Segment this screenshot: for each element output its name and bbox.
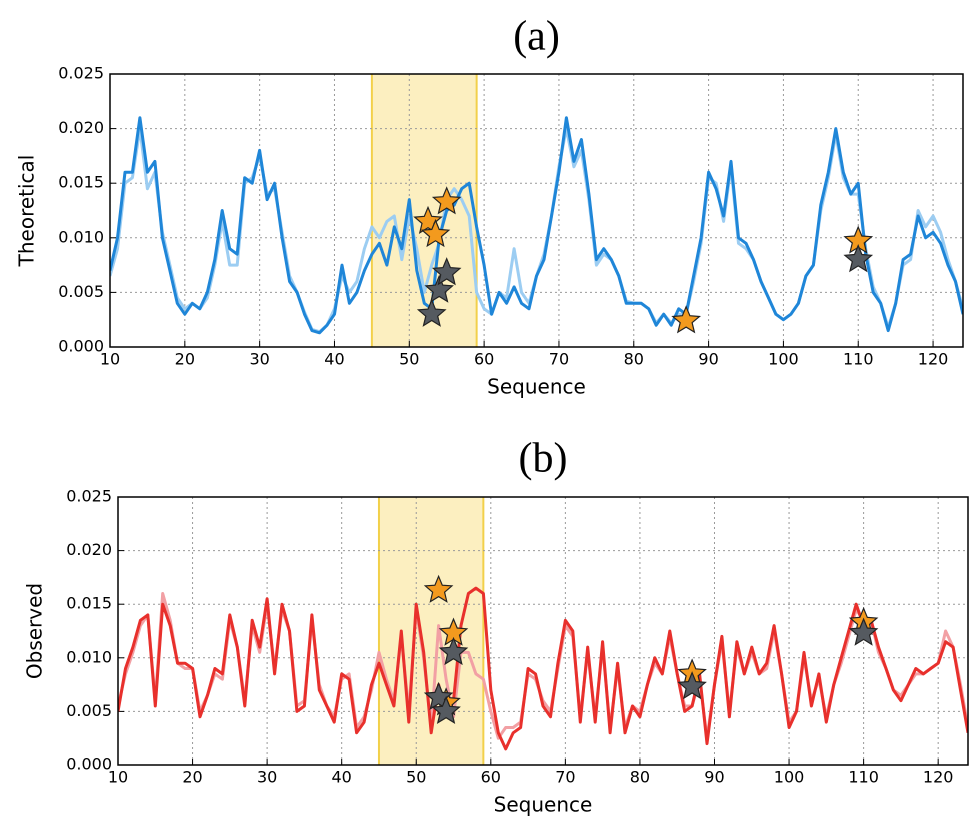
- highlight-band: [371, 74, 477, 347]
- star-marker: [671, 305, 702, 334]
- y-tick-label: 0.015: [58, 173, 104, 192]
- x-axis-label: Sequence: [487, 375, 586, 399]
- x-tick-label: 50: [399, 350, 419, 369]
- data-line: [110, 116, 963, 335]
- x-tick-label: 70: [555, 768, 575, 787]
- star-marker: [420, 218, 451, 248]
- x-tick-label: 90: [704, 768, 724, 787]
- star-marker: [431, 257, 462, 286]
- star-marker: [431, 695, 461, 724]
- x-tick-label: 10: [100, 350, 120, 369]
- y-tick-label: 0.005: [58, 282, 104, 301]
- x-tick-label: 20: [175, 350, 195, 369]
- x-tick-label: 80: [624, 350, 644, 369]
- x-tick-label: 90: [698, 350, 718, 369]
- y-tick-label: 0.020: [58, 118, 104, 137]
- x-tick-label: 120: [923, 768, 954, 787]
- x-tick-label: 110: [848, 768, 879, 787]
- x-tick-label: 40: [332, 768, 352, 787]
- y-axis-label: Observed: [23, 583, 47, 679]
- x-tick-label: 70: [549, 350, 569, 369]
- chart-title: (b): [519, 436, 568, 482]
- x-tick-label: 120: [918, 350, 949, 369]
- y-axis-label: Theoretical: [15, 155, 39, 268]
- plot-frame: [109, 73, 964, 348]
- y-tick-label: 0.025: [58, 64, 104, 83]
- y-tick-label: 0.010: [58, 227, 104, 246]
- y-tick-label: 0.025: [66, 487, 112, 506]
- plot-frame: [117, 496, 969, 766]
- y-tick-label: 0.000: [66, 755, 112, 774]
- chart-title: (a): [513, 14, 560, 60]
- y-tick-label: 0.015: [66, 594, 112, 613]
- x-tick-label: 80: [630, 768, 650, 787]
- star-marker: [677, 671, 707, 700]
- star-marker: [424, 274, 454, 303]
- data-line: [110, 127, 963, 334]
- x-tick-label: 10: [108, 768, 128, 787]
- star-marker: [438, 636, 469, 666]
- data-line: [118, 586, 968, 751]
- x-tick-label: 30: [249, 350, 269, 369]
- star-marker: [416, 298, 447, 327]
- x-tick-label: 60: [474, 350, 494, 369]
- y-tick-label: 0.010: [66, 647, 112, 666]
- x-tick-label: 20: [182, 768, 202, 787]
- x-tick-label: 50: [406, 768, 426, 787]
- star-marker: [848, 617, 879, 646]
- star-marker: [843, 244, 874, 273]
- y-tick-label: 0.005: [66, 701, 112, 720]
- x-axis-label: Sequence: [494, 793, 593, 817]
- plot-area: [110, 116, 963, 335]
- x-tick-label: 40: [324, 350, 344, 369]
- x-tick-label: 110: [843, 350, 874, 369]
- y-tick-label: 0.000: [58, 337, 104, 356]
- x-tick-label: 100: [774, 768, 805, 787]
- plot-area: [118, 586, 968, 751]
- x-tick-label: 60: [481, 768, 501, 787]
- x-tick-label: 30: [257, 768, 277, 787]
- x-tick-label: 100: [768, 350, 799, 369]
- y-tick-label: 0.020: [66, 540, 112, 559]
- star-marker: [431, 186, 462, 215]
- star-marker: [423, 574, 454, 603]
